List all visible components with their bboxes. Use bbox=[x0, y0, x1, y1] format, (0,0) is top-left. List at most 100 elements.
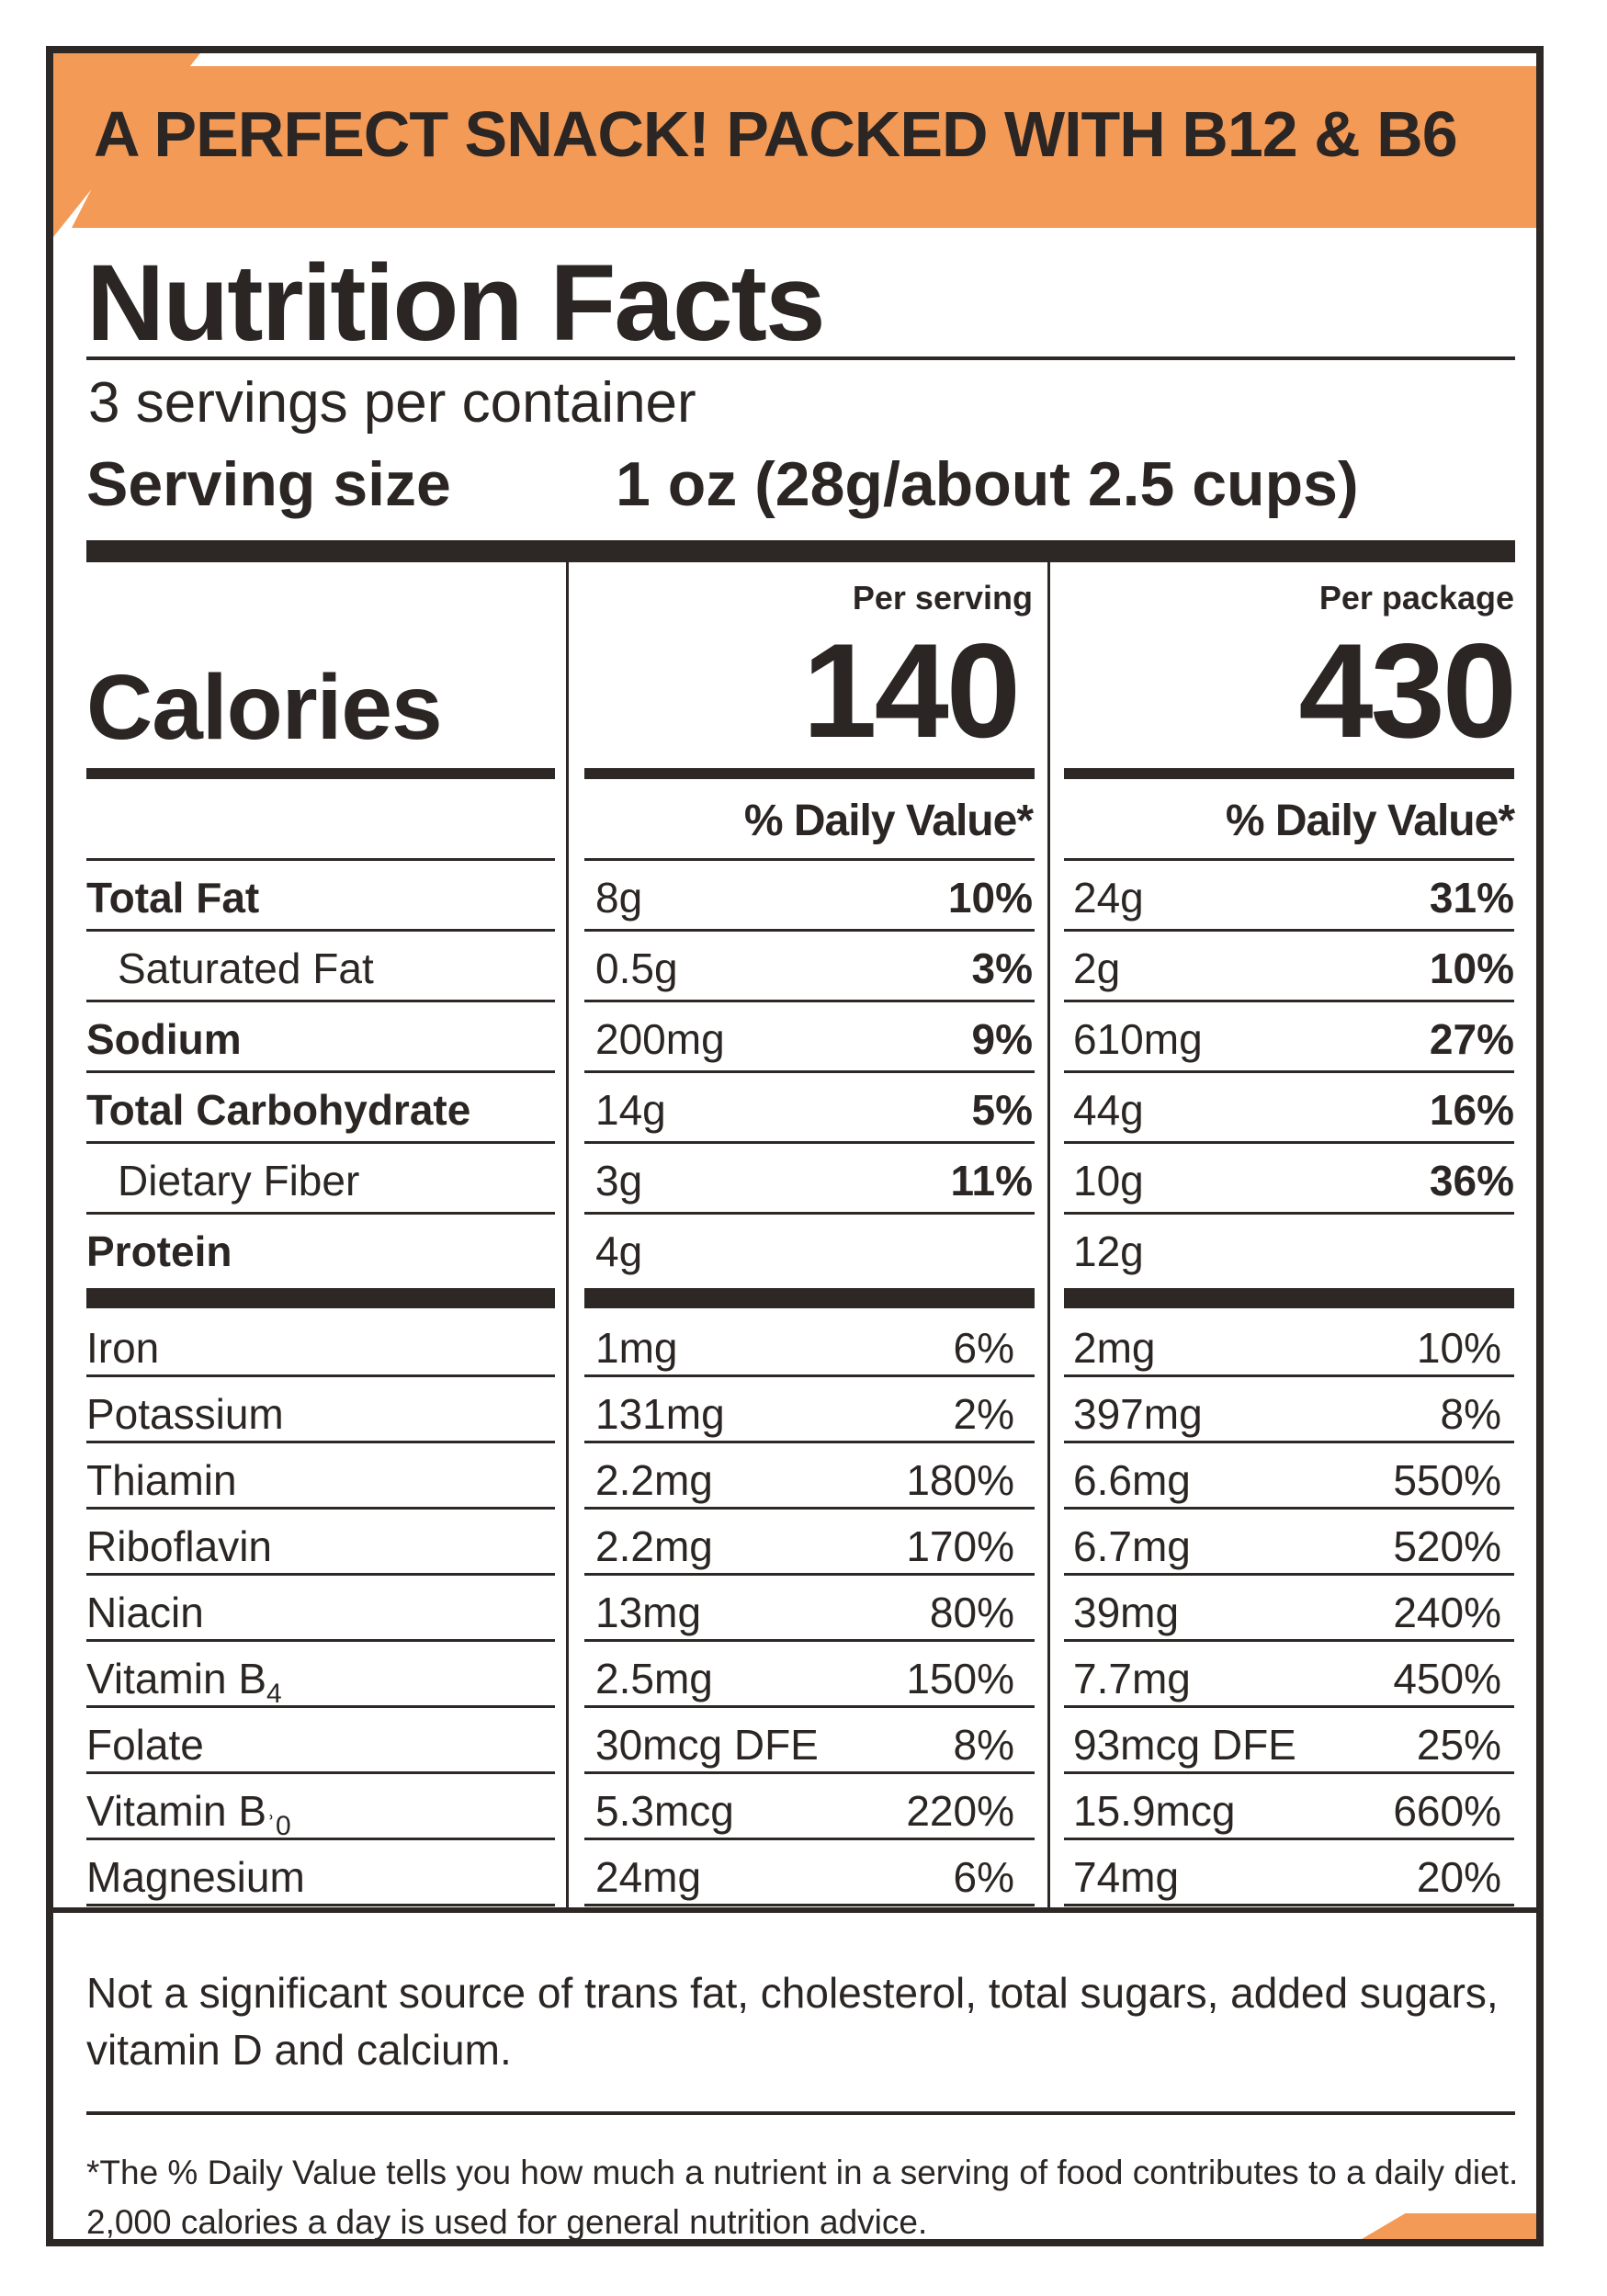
serving-size-value: 1 oz (28g/about 2.5 cups) bbox=[616, 449, 1359, 519]
nutrient-name: Total Fat bbox=[86, 862, 259, 933]
vitamin-row: Niacin 13mg 80% 39mg 240% bbox=[53, 1577, 1536, 1648]
nutrient-name: Iron bbox=[86, 1312, 159, 1384]
vitamin-row: Magnesium 24mg 6% 74mg 20% bbox=[53, 1841, 1536, 1913]
vitamin-row: Vitamin Bʾ0 5.3mcg 220% 15.9mcg 660% bbox=[53, 1775, 1536, 1847]
divider bbox=[53, 1907, 1536, 1913]
row-divider bbox=[86, 1705, 555, 1708]
row-divider bbox=[584, 1838, 1035, 1840]
serving-amount: 5.3mcg bbox=[595, 1787, 734, 1835]
row-divider bbox=[584, 1771, 1035, 1774]
not-significant-source-note: Not a significant source of trans fat, c… bbox=[86, 1969, 1499, 2074]
row-divider bbox=[1064, 929, 1514, 932]
vitamin-row: Iron 1mg 6% 2mg 10% bbox=[53, 1312, 1536, 1384]
row-divider bbox=[1064, 1838, 1514, 1840]
serving-amount: 14g bbox=[595, 1086, 666, 1134]
package-daily-value bbox=[1275, 1216, 1514, 1287]
vitamin-row: Thiamin 2.2mg 180% 6.6mg 550% bbox=[53, 1444, 1536, 1516]
row-divider bbox=[584, 1212, 1035, 1215]
nutrient-name-text: Saturated Fat bbox=[118, 944, 374, 992]
row-divider bbox=[86, 1507, 555, 1510]
row-divider bbox=[86, 1838, 555, 1840]
nutrient-name: Magnesium bbox=[86, 1841, 305, 1913]
package-daily-value: 10% bbox=[1429, 944, 1514, 992]
serving-daily-value: 80% bbox=[929, 1589, 1014, 1636]
package-amount: 12g bbox=[1073, 1227, 1144, 1275]
row-divider bbox=[86, 1070, 555, 1073]
row-divider bbox=[1064, 1212, 1514, 1215]
nutrient-row: Protein 4g 12g bbox=[53, 1216, 1536, 1287]
row-divider bbox=[1064, 1771, 1514, 1774]
row-divider bbox=[86, 1904, 555, 1906]
serving-daily-value: 2% bbox=[953, 1390, 1014, 1438]
row-divider bbox=[584, 929, 1035, 932]
row-divider bbox=[1064, 1904, 1514, 1906]
row-divider bbox=[584, 1141, 1035, 1144]
nutrient-name-subscript: 4 bbox=[266, 1679, 282, 1710]
serving-daily-value: 10% bbox=[947, 874, 1033, 922]
serving-daily-value: 170% bbox=[906, 1522, 1014, 1570]
thick-divider bbox=[1064, 1288, 1514, 1308]
package-daily-value: 16% bbox=[1429, 1086, 1514, 1134]
package-daily-value: 31% bbox=[1429, 874, 1514, 922]
row-divider bbox=[584, 1441, 1035, 1443]
nutrient-name: Vitamin Bʾ0 bbox=[86, 1775, 291, 1847]
package-amount: 44g bbox=[1073, 1086, 1144, 1134]
nutrient-name-text: Niacin bbox=[86, 1589, 204, 1636]
row-divider bbox=[86, 1771, 555, 1774]
nutrient-name-text: Potassium bbox=[86, 1390, 284, 1438]
serving-daily-value: 5% bbox=[971, 1086, 1033, 1134]
row-divider bbox=[1064, 1070, 1514, 1073]
row-divider bbox=[584, 1000, 1035, 1002]
package-amount: 15.9mcg bbox=[1073, 1787, 1236, 1835]
package-amount: 397mg bbox=[1073, 1390, 1203, 1438]
row-divider bbox=[1064, 1141, 1514, 1144]
nutrient-name-text: Vitamin B bbox=[86, 1655, 267, 1702]
package-daily-value: 550% bbox=[1393, 1456, 1501, 1504]
nutrient-name: Vitamin B4 bbox=[86, 1643, 282, 1714]
row-divider bbox=[1064, 1507, 1514, 1510]
serving-daily-value: 9% bbox=[971, 1015, 1033, 1063]
daily-value-header: % Daily Value* bbox=[743, 797, 1034, 845]
serving-amount: 3g bbox=[595, 1157, 643, 1205]
calories-per-package: 430 bbox=[1298, 616, 1517, 765]
thick-divider bbox=[584, 768, 1035, 779]
promo-banner-text: A PERFECT SNACK! PACKED WITH B12 & B6 bbox=[94, 98, 1458, 170]
package-daily-value: 520% bbox=[1393, 1522, 1501, 1570]
row-divider bbox=[584, 1507, 1035, 1510]
nutrient-row: Total Carbohydrate 14g 5% 44g 16% bbox=[53, 1074, 1536, 1146]
nutrition-facts-label: A PERFECT SNACK! PACKED WITH B12 & B6 Nu… bbox=[46, 46, 1544, 2246]
package-amount: 610mg bbox=[1073, 1015, 1203, 1063]
daily-value-footnote: *The % Daily Value tells you how much a … bbox=[86, 2154, 1519, 2241]
row-divider bbox=[1064, 858, 1514, 861]
package-daily-value: 660% bbox=[1393, 1787, 1501, 1835]
nutrient-name: Thiamin bbox=[86, 1444, 237, 1516]
nutrient-row: Dietary Fiber 3g 11% 10g 36% bbox=[53, 1145, 1536, 1216]
row-divider bbox=[86, 1441, 555, 1443]
row-divider bbox=[1064, 1639, 1514, 1642]
column-divider bbox=[1047, 562, 1050, 1909]
serving-amount: 200mg bbox=[595, 1015, 725, 1063]
serving-amount: 2.2mg bbox=[595, 1456, 713, 1504]
row-divider bbox=[86, 1212, 555, 1215]
row-divider bbox=[1064, 1705, 1514, 1708]
thick-divider bbox=[86, 540, 1515, 562]
package-amount: 6.7mg bbox=[1073, 1522, 1191, 1570]
divider bbox=[86, 2111, 1515, 2115]
serving-amount: 2.5mg bbox=[595, 1655, 713, 1702]
daily-value-header: % Daily Value* bbox=[1225, 797, 1515, 845]
package-amount: 24g bbox=[1073, 874, 1144, 922]
serving-daily-value: 180% bbox=[906, 1456, 1014, 1504]
nutrient-name: Total Carbohydrate bbox=[86, 1074, 470, 1146]
package-amount: 39mg bbox=[1073, 1589, 1180, 1636]
package-daily-value: 8% bbox=[1440, 1390, 1501, 1438]
package-daily-value: 36% bbox=[1429, 1157, 1514, 1205]
row-divider bbox=[584, 1070, 1035, 1073]
vitamin-row: Folate 30mcg DFE 8% 93mcg DFE 25% bbox=[53, 1709, 1536, 1781]
serving-daily-value: 3% bbox=[971, 944, 1033, 992]
package-daily-value: 240% bbox=[1393, 1589, 1501, 1636]
row-divider bbox=[86, 1639, 555, 1642]
row-divider bbox=[1064, 1573, 1514, 1576]
nutrient-name-text: Iron bbox=[86, 1324, 160, 1372]
serving-daily-value: 6% bbox=[953, 1324, 1014, 1372]
per-package-label: Per package bbox=[1318, 579, 1514, 616]
